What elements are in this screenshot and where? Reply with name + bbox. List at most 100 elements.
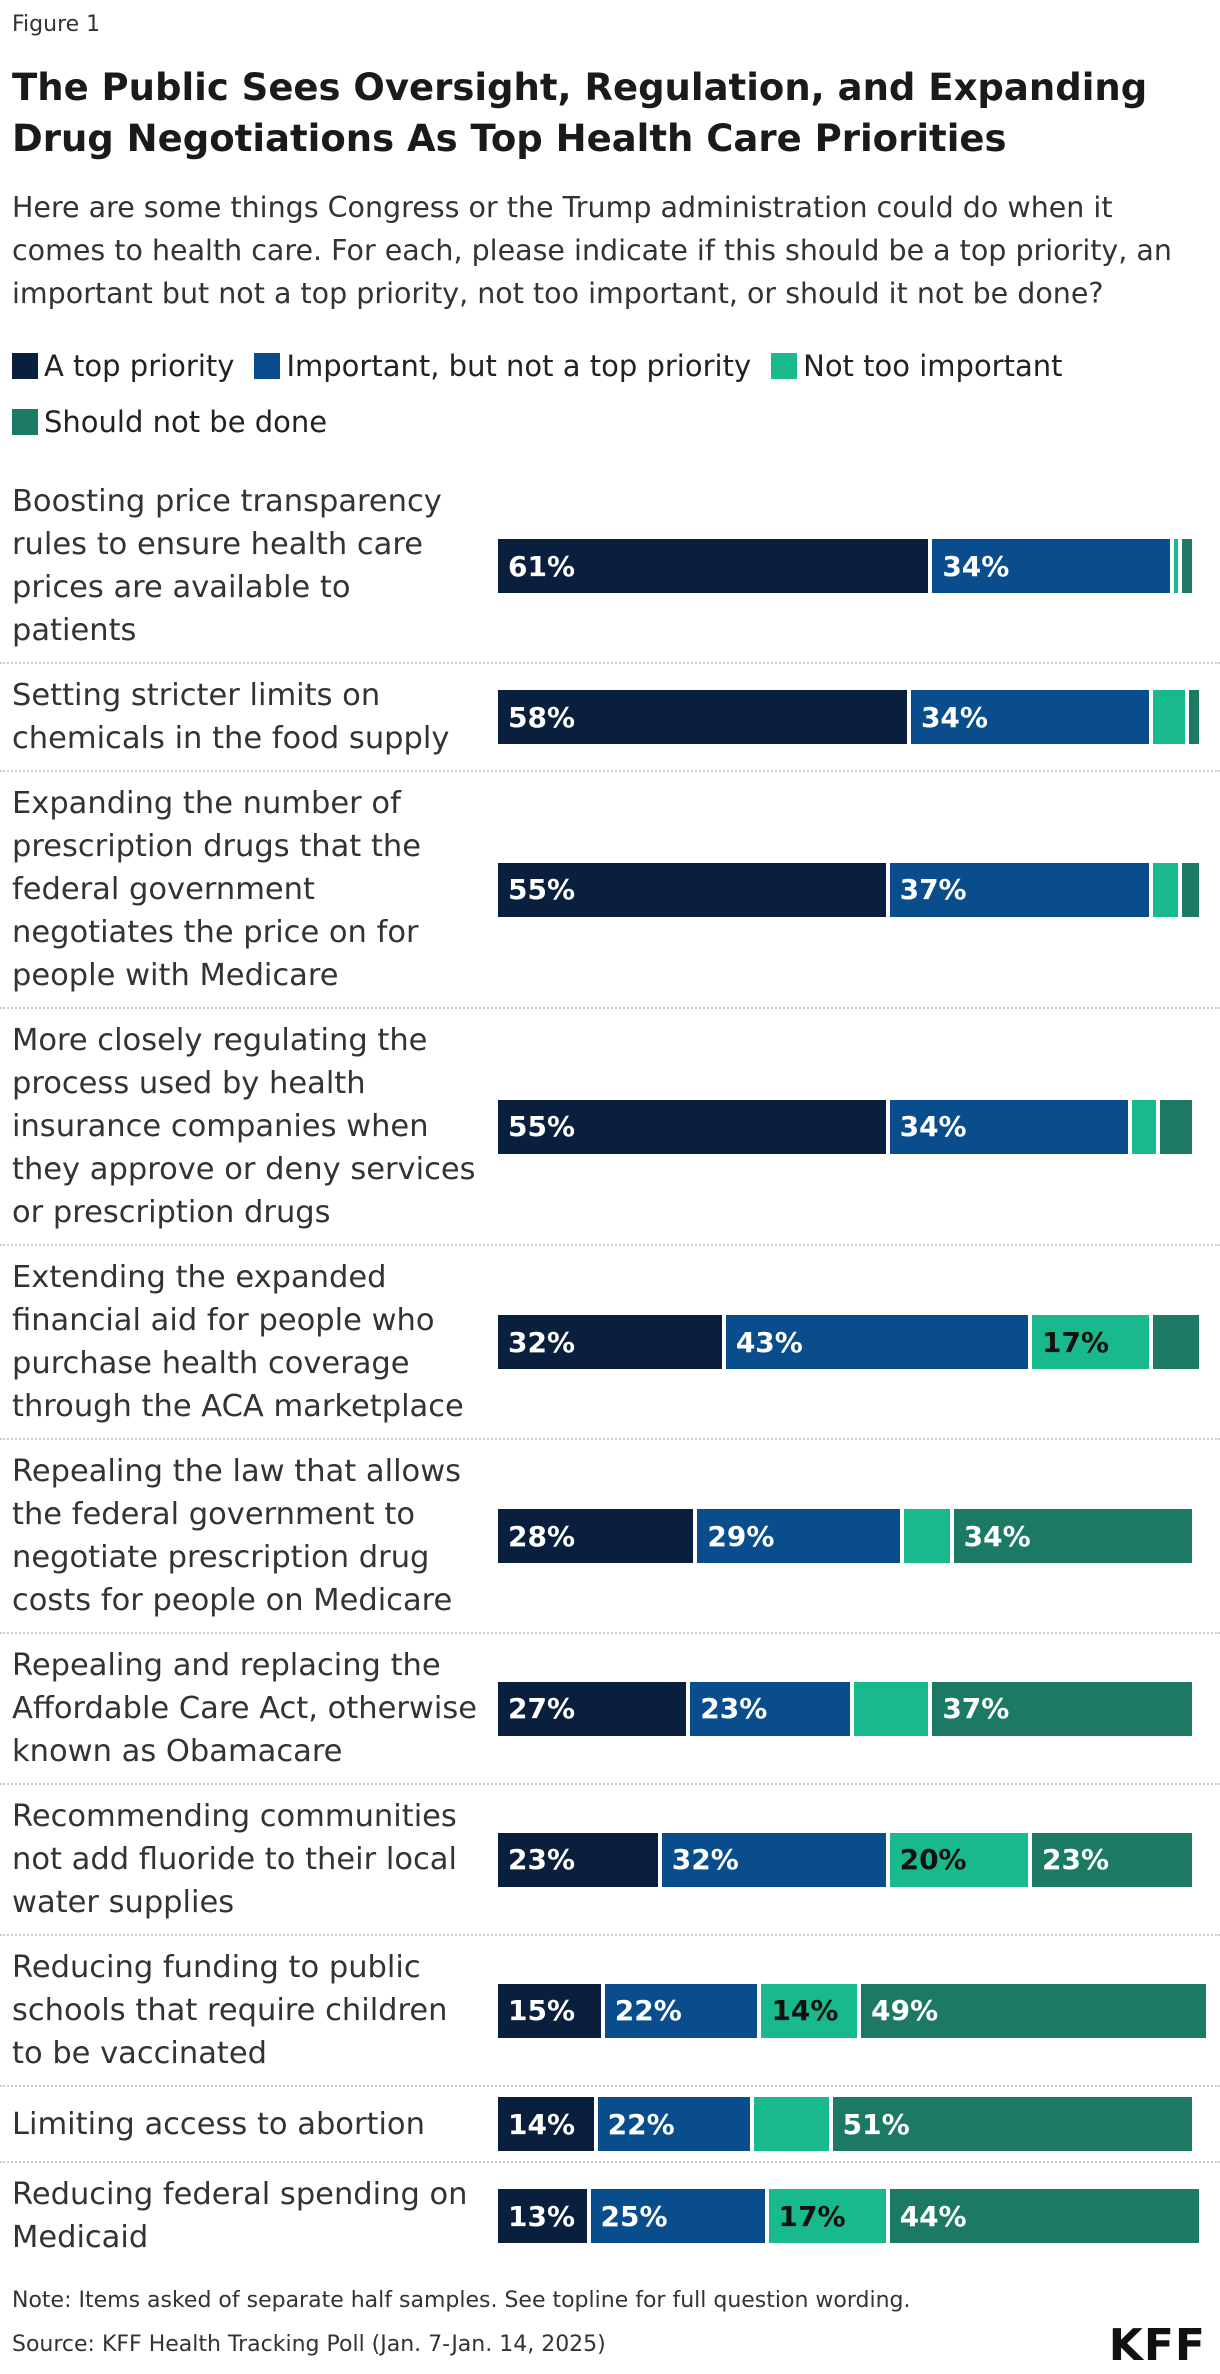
bar-segment: 32% bbox=[498, 1315, 722, 1369]
value-label: 34% bbox=[899, 1110, 967, 1143]
value-label: 25% bbox=[600, 2199, 668, 2233]
note: Note: Items asked of separate half sampl… bbox=[12, 2288, 911, 2313]
bar-segment: 23% bbox=[1032, 1832, 1192, 1887]
bar-track: 27% 23% 37% bbox=[498, 1681, 1210, 1736]
bar-segment: 14% bbox=[761, 1983, 858, 2038]
bar-segment: 23% bbox=[498, 1832, 658, 1887]
value-label: 34% bbox=[920, 700, 988, 734]
bar-segment: 58% bbox=[498, 690, 907, 744]
category-label: More closely regulating the process used… bbox=[12, 1023, 476, 1230]
row: Expanding the number of prescription dru… bbox=[0, 772, 1220, 1009]
bar-segment bbox=[1131, 1099, 1157, 1154]
bar-segment: 51% bbox=[832, 2097, 1192, 2151]
category-label: Repealing the law that allows the federa… bbox=[12, 1454, 462, 1618]
bar-segment bbox=[1153, 1315, 1199, 1369]
chart-title: The Public Sees Oversight, Regulation, a… bbox=[12, 66, 1148, 160]
value-label: 17% bbox=[778, 2199, 846, 2233]
value-label: 27% bbox=[508, 1692, 576, 1725]
value-label: 32% bbox=[508, 1325, 576, 1359]
bar-segment bbox=[903, 1509, 950, 1563]
value-label: 58% bbox=[508, 700, 576, 734]
source: Source: KFF Health Tracking Poll (Jan. 7… bbox=[12, 2332, 606, 2357]
value-label: 15% bbox=[508, 1994, 576, 2027]
value-label: 43% bbox=[735, 1325, 803, 1359]
value-label: 22% bbox=[614, 1994, 682, 2027]
bar-segment bbox=[1181, 862, 1199, 917]
value-label: 23% bbox=[700, 1692, 768, 1725]
bar-track: 55% 34% bbox=[498, 1099, 1210, 1154]
bar-segment bbox=[1153, 690, 1185, 744]
category-label: Expanding the number of prescription dru… bbox=[12, 786, 422, 993]
bar-segment bbox=[1160, 1099, 1192, 1154]
bar-segment bbox=[754, 2097, 829, 2151]
bar-segment bbox=[1188, 690, 1199, 744]
value-label: 14% bbox=[771, 1994, 839, 2027]
bar-segment: 34% bbox=[889, 1099, 1128, 1154]
bar-segment: 37% bbox=[932, 1681, 1192, 1736]
value-label: 32% bbox=[671, 1843, 739, 1876]
bar-segment: 27% bbox=[498, 1681, 687, 1736]
bar-segment: 34% bbox=[932, 539, 1171, 593]
bar-segment bbox=[1174, 539, 1178, 593]
bar-segment: 22% bbox=[597, 2097, 751, 2151]
legend-item: Should not be done bbox=[12, 401, 327, 443]
legend-swatch bbox=[12, 409, 38, 435]
category-label: Reducing funding to public schools that … bbox=[12, 1950, 448, 2071]
category-label: Setting stricter limits on chemicals in … bbox=[12, 678, 450, 756]
value-label: 17% bbox=[1042, 1325, 1110, 1359]
value-label: 23% bbox=[1042, 1843, 1110, 1876]
category-label: Extending the expanded financial aid for… bbox=[12, 1260, 464, 1424]
value-label: 23% bbox=[508, 1843, 576, 1876]
logo: KFF bbox=[1108, 2320, 1206, 2371]
row: Reducing funding to public schools that … bbox=[0, 1936, 1220, 2087]
bar-segment: 14% bbox=[498, 2097, 594, 2151]
bar-segment: 23% bbox=[690, 1681, 850, 1736]
row: More closely regulating the process used… bbox=[0, 1009, 1220, 1246]
value-label: 34% bbox=[942, 549, 1010, 583]
bar-segment: 55% bbox=[498, 1099, 886, 1154]
row: Setting stricter limits on chemicals in … bbox=[0, 664, 1220, 772]
legend-swatch bbox=[771, 353, 798, 379]
legend-item: A top priority bbox=[12, 345, 234, 387]
bar-track: 58% 34% bbox=[498, 690, 1210, 744]
legend-swatch bbox=[254, 353, 281, 379]
bar-track: 23% 32% 20% 23% bbox=[498, 1832, 1210, 1887]
row: Extending the expanded financial aid for… bbox=[0, 1246, 1220, 1440]
value-label: 22% bbox=[607, 2107, 675, 2141]
bar-segment bbox=[854, 1681, 929, 1736]
value-label: 55% bbox=[508, 873, 576, 906]
value-label: 14% bbox=[508, 2107, 576, 2141]
legend-swatch bbox=[12, 353, 38, 379]
bar-segment: 25% bbox=[590, 2189, 765, 2243]
bar-segment: 49% bbox=[861, 1983, 1206, 2038]
bar-segment: 17% bbox=[1032, 1315, 1150, 1369]
legend: A top priority Important, but not a top p… bbox=[12, 345, 1202, 443]
value-label: 61% bbox=[508, 549, 576, 583]
value-label: 29% bbox=[707, 1519, 775, 1553]
legend-item: Important, but not a top priority bbox=[254, 345, 751, 387]
bar-segment: 13% bbox=[498, 2189, 587, 2243]
bar-track: 61% 34% bbox=[498, 539, 1210, 593]
chart-subtitle: Here are some things Congress or the Tru… bbox=[12, 191, 1172, 310]
category-label: Recommending communities not add fluorid… bbox=[12, 1799, 457, 1920]
row: Repealing the law that allows the federa… bbox=[0, 1440, 1220, 1634]
bar-segment: 55% bbox=[498, 862, 886, 917]
value-label: 34% bbox=[963, 1519, 1031, 1553]
category-label: Repealing and replacing the Affordable C… bbox=[12, 1648, 477, 1769]
bar-segment: 34% bbox=[953, 1509, 1192, 1563]
legend-item: Not too important bbox=[771, 345, 1063, 387]
value-label: 37% bbox=[899, 873, 967, 906]
bar-track: 55% 37% bbox=[498, 862, 1210, 917]
value-label: 13% bbox=[508, 2199, 576, 2233]
bar-segment: 37% bbox=[889, 862, 1150, 917]
bar-track: 13% 25% 17% 44% bbox=[498, 2189, 1210, 2243]
value-label: 28% bbox=[508, 1519, 576, 1553]
bar-segment: 20% bbox=[889, 1832, 1028, 1887]
legend-label: Not too important bbox=[803, 349, 1063, 383]
bar-segment: 17% bbox=[768, 2189, 886, 2243]
value-label: 55% bbox=[508, 1110, 576, 1143]
category-label: Reducing federal spending on Medicaid bbox=[12, 2177, 468, 2255]
bar-segment bbox=[1153, 862, 1178, 917]
bar-segment: 15% bbox=[498, 1983, 601, 2038]
